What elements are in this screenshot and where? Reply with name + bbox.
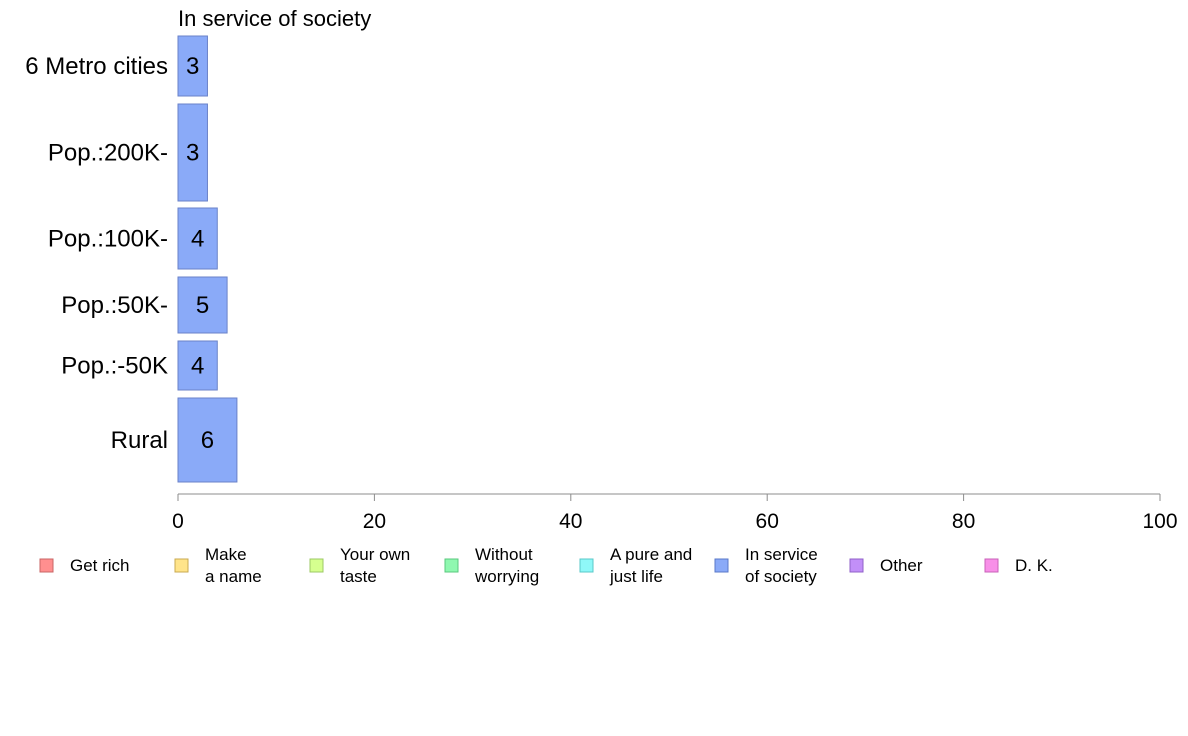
x-tick-label: 80	[952, 510, 975, 533]
bar-value-label: 4	[191, 353, 204, 380]
x-tick-label: 60	[756, 510, 779, 533]
category-label: 6 Metro cities	[25, 53, 168, 80]
legend-swatch	[984, 558, 999, 573]
legend-label: Your own	[340, 545, 410, 564]
legend-swatch	[39, 558, 54, 573]
category-labels: 6 Metro cities Pop.:200K- Pop.:100K- Pop.:5…	[25, 53, 168, 454]
category-label: Rural	[111, 427, 168, 454]
legend-label: a name	[205, 567, 262, 586]
legend-label: Without	[475, 545, 533, 564]
bar	[177, 397, 238, 483]
x-axis: 0 20 40 60 80 100	[172, 493, 1178, 533]
legend-label: D. K.	[1015, 556, 1053, 575]
x-tick-label: 100	[1142, 510, 1177, 533]
legend-label: Other	[880, 556, 923, 575]
bar-value-label: 6	[201, 427, 214, 454]
x-tick-label: 0	[172, 510, 184, 533]
legend-label: of society	[745, 567, 817, 586]
bars-group: 3 3 4 5 4 6	[177, 35, 238, 483]
bar-value-label: 4	[191, 226, 204, 253]
legend-swatch	[849, 558, 864, 573]
legend-swatch	[309, 558, 324, 573]
legend-label: just life	[609, 567, 663, 586]
legend-swatch	[174, 558, 189, 573]
category-label: Pop.:-50K	[61, 353, 168, 380]
bar-value-label: 3	[186, 53, 199, 80]
legend: Get rich Make a name Your own taste Without wo…	[39, 545, 1053, 586]
x-tick-label: 40	[559, 510, 582, 533]
legend-swatch	[579, 558, 594, 573]
legend-label: taste	[340, 567, 377, 586]
legend-label: Make	[205, 545, 247, 564]
x-tick-label: 20	[363, 510, 386, 533]
legend-label: In service	[745, 545, 818, 564]
legend-label: worrying	[474, 567, 539, 586]
chart-title: In service of society	[178, 6, 371, 31]
legend-swatch	[714, 558, 729, 573]
category-label: Pop.:50K-	[61, 292, 168, 319]
category-label: Pop.:100K-	[48, 226, 168, 253]
bar	[177, 103, 208, 202]
bar	[177, 276, 228, 334]
bar	[177, 35, 208, 97]
legend-swatch	[444, 558, 459, 573]
bar-value-label: 5	[196, 292, 209, 319]
bar	[177, 340, 218, 391]
legend-label: A pure and	[610, 545, 692, 564]
category-label: Pop.:200K-	[48, 140, 168, 167]
legend-label: Get rich	[70, 556, 130, 575]
bar-value-label: 3	[186, 140, 199, 167]
bar	[177, 207, 218, 270]
